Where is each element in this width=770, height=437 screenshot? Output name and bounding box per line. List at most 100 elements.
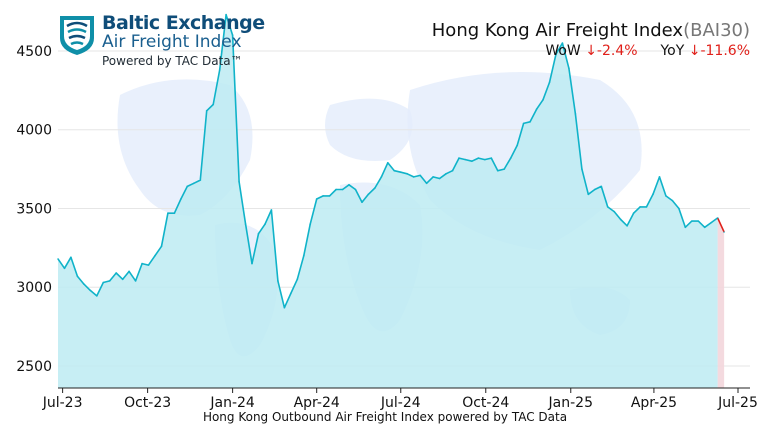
data-point bbox=[70, 256, 72, 259]
data-point bbox=[496, 169, 499, 172]
data-point bbox=[244, 223, 247, 226]
latest-change-fill bbox=[717, 217, 725, 388]
data-point bbox=[716, 217, 719, 219]
data-point bbox=[587, 193, 590, 196]
data-point bbox=[555, 53, 557, 55]
data-point bbox=[231, 34, 234, 37]
brand-powered-by: Powered by TAC Data™ bbox=[102, 54, 243, 68]
data-point bbox=[697, 220, 700, 223]
data-point bbox=[399, 171, 402, 174]
x-axis-ticks: Jul-23 Oct-23 Jan-24 Apr-24 Jul-24 Oct-24 Jan-… bbox=[42, 388, 758, 411]
data-point bbox=[581, 168, 583, 171]
data-point bbox=[451, 169, 454, 172]
data-point bbox=[710, 221, 713, 224]
data-point bbox=[671, 199, 674, 202]
data-point bbox=[619, 218, 622, 221]
data-point bbox=[361, 201, 363, 204]
baltic-shield-icon bbox=[60, 16, 94, 55]
chart-title-main: Hong Kong Air Freight Index bbox=[431, 20, 684, 41]
data-point bbox=[348, 183, 350, 186]
data-point bbox=[192, 182, 195, 185]
data-point bbox=[257, 232, 260, 235]
data-point bbox=[678, 207, 680, 210]
data-point bbox=[270, 209, 273, 211]
chart-title: Hong Kong Air Freight Index(BAI30) bbox=[432, 20, 750, 41]
y-tick-label: 4000 bbox=[16, 123, 52, 139]
data-point bbox=[516, 144, 519, 147]
data-point bbox=[102, 281, 105, 284]
data-point bbox=[57, 258, 59, 260]
data-point bbox=[147, 264, 150, 266]
data-point bbox=[167, 212, 169, 215]
data-point bbox=[606, 206, 609, 208]
brand-product: Air Freight Index bbox=[102, 32, 242, 52]
data-point bbox=[665, 195, 667, 197]
data-point bbox=[432, 176, 434, 178]
data-point bbox=[477, 157, 480, 160]
data-point bbox=[238, 180, 241, 183]
data-point bbox=[393, 169, 396, 172]
y-tick-label: 3500 bbox=[16, 201, 52, 217]
data-point bbox=[354, 188, 357, 191]
data-point bbox=[626, 224, 628, 227]
data-point bbox=[83, 283, 85, 285]
data-point bbox=[160, 245, 163, 248]
data-point bbox=[89, 289, 92, 292]
data-point bbox=[645, 206, 648, 208]
data-point bbox=[141, 262, 144, 265]
data-point bbox=[503, 168, 506, 171]
brand-name: Baltic Exchange bbox=[102, 12, 265, 34]
data-point bbox=[134, 280, 137, 282]
data-point bbox=[108, 280, 111, 282]
chart-header: Hong Kong Air Freight Index(BAI30) WoW ↓… bbox=[432, 20, 750, 59]
data-point bbox=[328, 195, 331, 197]
data-point bbox=[632, 212, 635, 215]
wow-label: WoW bbox=[545, 43, 581, 59]
data-point bbox=[289, 292, 292, 295]
data-point bbox=[186, 185, 189, 188]
x-tick-label: Jan-24 bbox=[209, 395, 255, 411]
data-point bbox=[251, 262, 253, 265]
data-point bbox=[341, 188, 344, 191]
data-point bbox=[703, 226, 706, 229]
data-point bbox=[277, 280, 279, 282]
data-point bbox=[690, 220, 693, 223]
data-point bbox=[561, 42, 564, 44]
data-point bbox=[63, 267, 66, 270]
data-point bbox=[600, 185, 603, 188]
data-point bbox=[593, 188, 596, 191]
data-point bbox=[483, 158, 486, 161]
data-point bbox=[613, 210, 616, 213]
data-point bbox=[535, 108, 538, 111]
data-point bbox=[154, 254, 156, 257]
data-point bbox=[509, 157, 512, 160]
x-tick-label: Jan-25 bbox=[548, 395, 593, 411]
data-point bbox=[128, 270, 131, 273]
data-point bbox=[218, 69, 221, 71]
data-point bbox=[658, 176, 661, 178]
yoy-value: ↓-11.6% bbox=[688, 43, 750, 59]
data-point bbox=[309, 223, 312, 226]
x-tick-label: Oct-23 bbox=[124, 395, 171, 411]
data-point bbox=[205, 109, 208, 112]
data-point bbox=[115, 272, 118, 274]
series-fill bbox=[58, 14, 718, 388]
latest-change-line bbox=[716, 217, 725, 233]
data-point bbox=[121, 278, 124, 281]
y-tick-label: 4500 bbox=[16, 44, 52, 60]
data-point bbox=[652, 193, 654, 196]
data-point bbox=[199, 179, 202, 182]
data-point bbox=[76, 275, 79, 278]
data-point bbox=[225, 13, 228, 16]
yoy-label: YoY bbox=[660, 43, 685, 59]
data-point bbox=[386, 161, 389, 164]
data-point bbox=[264, 223, 266, 226]
change-stats: WoW ↓-2.4% YoY ↓-11.6% bbox=[432, 43, 750, 59]
data-point bbox=[95, 295, 98, 297]
data-point bbox=[639, 206, 641, 208]
x-tick-label: Jul-25 bbox=[717, 395, 758, 411]
data-point bbox=[568, 67, 570, 70]
chart-title-code: (BAI30) bbox=[683, 20, 750, 41]
